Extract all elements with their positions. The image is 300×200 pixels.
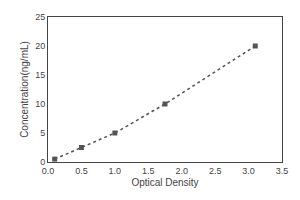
svg-text:2.5: 2.5 <box>209 166 222 176</box>
svg-text:10: 10 <box>35 99 45 109</box>
svg-text:1.0: 1.0 <box>109 166 122 176</box>
svg-text:0: 0 <box>40 157 45 167</box>
svg-text:5: 5 <box>40 128 45 138</box>
svg-text:15: 15 <box>35 70 45 80</box>
svg-text:3.0: 3.0 <box>242 166 255 176</box>
svg-text:1.5: 1.5 <box>142 166 155 176</box>
svg-text:Optical Density: Optical Density <box>131 177 198 188</box>
svg-text:Concentration(ng/mL): Concentration(ng/mL) <box>19 41 30 138</box>
svg-text:20: 20 <box>35 41 45 51</box>
svg-text:25: 25 <box>35 12 45 22</box>
svg-text:0.5: 0.5 <box>75 166 88 176</box>
svg-text:0.0: 0.0 <box>42 166 55 176</box>
svg-text:3.5: 3.5 <box>276 166 289 176</box>
svg-text:2.0: 2.0 <box>175 166 188 176</box>
